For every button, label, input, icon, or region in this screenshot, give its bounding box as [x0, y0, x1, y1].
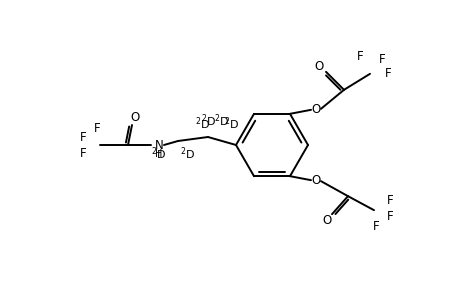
Text: $^{2}$D: $^{2}$D — [151, 146, 166, 162]
Text: $^{2}$D: $^{2}$D — [194, 116, 210, 132]
Text: O: O — [311, 103, 320, 116]
Text: O: O — [311, 174, 320, 187]
Text: F: F — [378, 53, 385, 66]
Text: O: O — [313, 60, 323, 73]
Text: F: F — [384, 67, 391, 80]
Text: $^{2}$D: $^{2}$D — [224, 116, 239, 132]
Text: F: F — [79, 130, 86, 143]
Text: $^{2}$D: $^{2}$D — [179, 146, 195, 162]
Text: F: F — [386, 210, 392, 223]
Text: $^{2}$D: $^{2}$D — [214, 113, 229, 129]
Text: O: O — [322, 214, 331, 227]
Text: F: F — [372, 220, 379, 233]
Text: F: F — [79, 146, 86, 160]
Text: F: F — [356, 50, 363, 63]
Text: H: H — [155, 149, 162, 159]
Text: N: N — [154, 139, 163, 152]
Text: $^{2}$D: $^{2}$D — [200, 113, 216, 129]
Text: O: O — [130, 110, 140, 124]
Text: F: F — [94, 122, 100, 134]
Text: F: F — [386, 194, 392, 207]
